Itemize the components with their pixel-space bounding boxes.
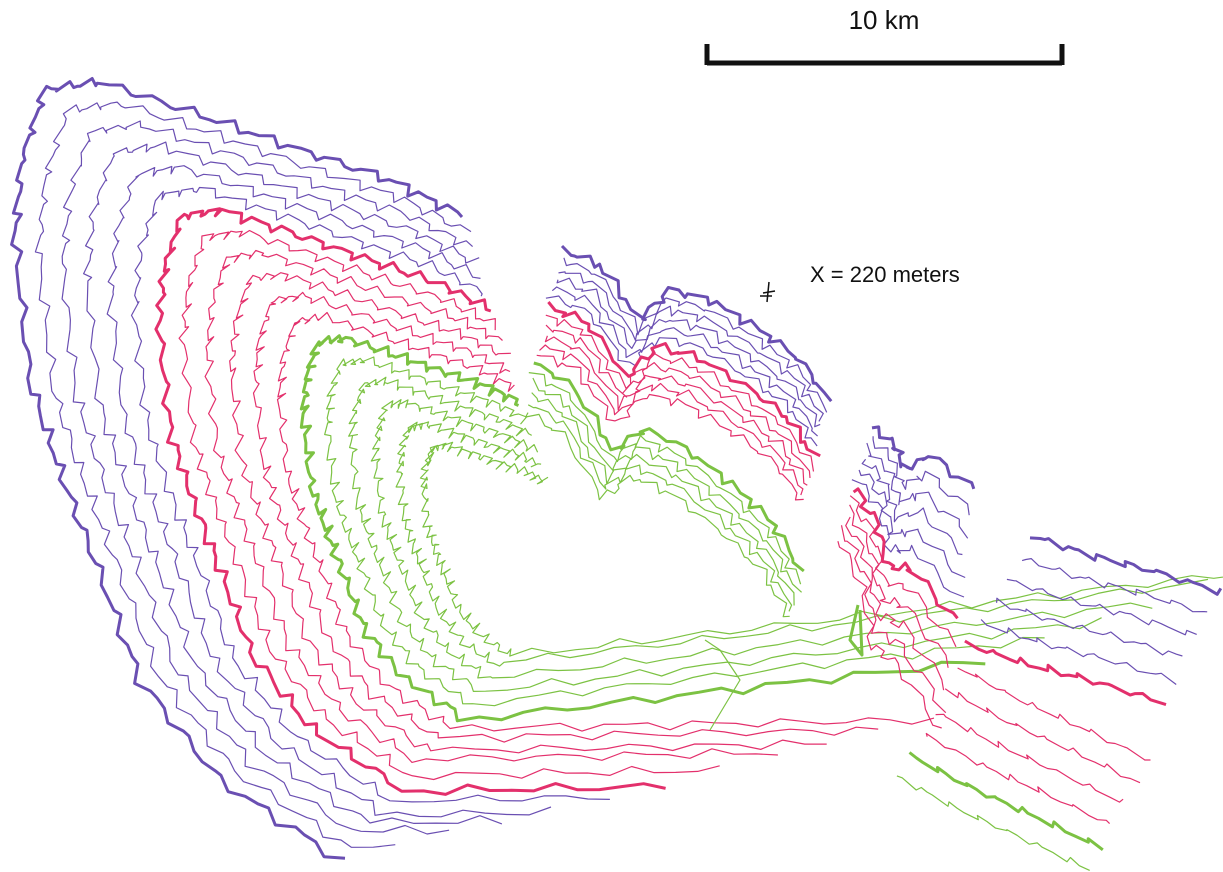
contour-line bbox=[910, 753, 1103, 850]
scale-bar-label: 10 km bbox=[849, 5, 920, 35]
contour-line bbox=[396, 422, 1208, 666]
crosshair bbox=[760, 282, 775, 302]
contour-line bbox=[349, 377, 1102, 691]
contour-line bbox=[278, 313, 935, 732]
contour-line bbox=[205, 251, 778, 763]
contour-line bbox=[850, 496, 956, 647]
contour-line bbox=[526, 413, 790, 617]
contour-map: 10 km X = 220 meters bbox=[0, 0, 1223, 872]
contour-line bbox=[850, 605, 862, 655]
contour-line bbox=[897, 776, 1090, 871]
contour-line bbox=[997, 598, 1183, 656]
contour-line bbox=[945, 689, 1140, 783]
contour-line bbox=[867, 443, 968, 538]
contour-line bbox=[420, 442, 1223, 656]
contour-line bbox=[965, 641, 1166, 705]
contour-line bbox=[838, 541, 942, 728]
contour-line bbox=[705, 640, 740, 730]
contour-line bbox=[529, 373, 801, 585]
contour-line bbox=[534, 363, 804, 571]
contour-line bbox=[254, 292, 879, 742]
contour-line bbox=[859, 470, 965, 578]
contour-line bbox=[850, 505, 949, 668]
contour-line bbox=[846, 517, 944, 690]
contour-line bbox=[84, 142, 502, 824]
scale-bar bbox=[707, 44, 1062, 65]
contour-line bbox=[325, 357, 1045, 706]
contour-line bbox=[532, 393, 794, 606]
contour-line bbox=[548, 302, 820, 456]
contour-line bbox=[546, 296, 817, 446]
annotation-label: X = 220 meters bbox=[810, 262, 960, 287]
contour-line bbox=[862, 459, 962, 554]
contour-lines bbox=[12, 79, 1223, 871]
contour-line bbox=[179, 231, 720, 780]
contour-line bbox=[936, 714, 1124, 802]
crosshair-line bbox=[763, 291, 775, 293]
contour-line bbox=[546, 315, 814, 471]
contour-line bbox=[958, 668, 1151, 760]
